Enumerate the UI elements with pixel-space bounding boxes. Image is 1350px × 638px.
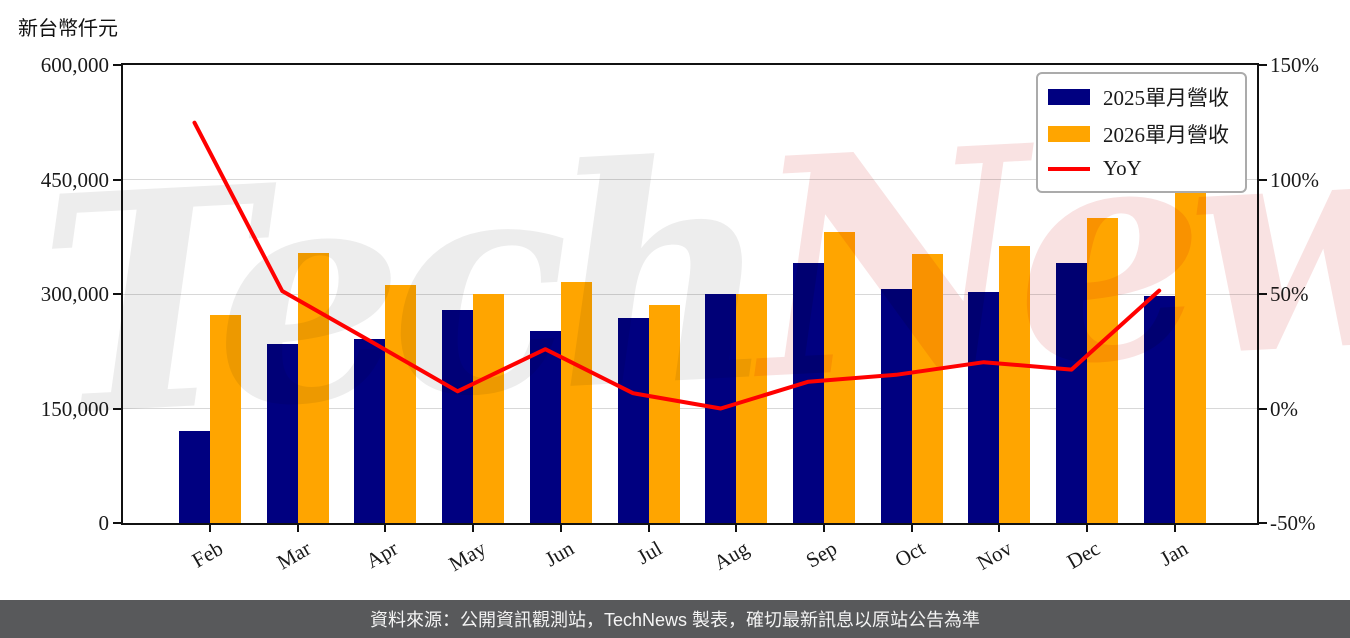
- bar-2026單月營收-feb: [210, 315, 241, 523]
- left-axis-tick: [113, 522, 121, 524]
- bar-2026單月營收-jun: [560, 281, 592, 523]
- left-axis-tick: [113, 64, 121, 66]
- x-tick-label-mar: Mar: [272, 536, 315, 575]
- bar-2026單月營收-jul: [648, 304, 680, 523]
- x-tick-label-jul: Jul: [632, 536, 666, 570]
- right-axis-tick-label: 100%: [1270, 167, 1319, 192]
- left-axis-tick-label: 300,000: [40, 282, 109, 306]
- bar-2025單月營收-jun: [529, 331, 561, 523]
- x-axis-tick: [647, 525, 650, 532]
- bar-2026單月營收-dec: [1087, 218, 1118, 523]
- x-tick-label-nov: Nov: [972, 536, 1017, 575]
- bar-2026單月營收-mar: [297, 252, 329, 523]
- left-axis-tick-label: 150,000: [40, 396, 109, 421]
- bar-2025單月營收-nov: [968, 292, 1000, 523]
- bar-2025單月營收-apr: [354, 339, 386, 523]
- right-axis-tick: [1259, 522, 1267, 524]
- bar-2025單月營收-jan: [1143, 296, 1175, 523]
- x-tick-label-sep: Sep: [801, 536, 841, 573]
- x-tick-label-feb: Feb: [187, 536, 227, 573]
- left-axis-tick: [113, 407, 121, 410]
- legend: 2025單月營收 2026單月營收 YoY: [1036, 72, 1247, 193]
- x-tick-label-dec: Dec: [1062, 536, 1104, 574]
- bar-2026單月營收-aug: [736, 294, 768, 523]
- bar-2025單月營收-sep: [792, 262, 824, 523]
- left-axis-unit-label: 新台幣仟元: [18, 18, 118, 40]
- x-tick-label-jan: Jan: [1155, 536, 1192, 571]
- left-axis-tick-label: 450,000: [40, 167, 109, 192]
- bar-2026單月營收-apr: [385, 284, 417, 523]
- x-axis-tick: [1173, 525, 1176, 532]
- right-axis-tick: [1259, 64, 1267, 66]
- x-axis-tick: [822, 525, 825, 532]
- left-axis-tick-label: 600,000: [40, 53, 109, 77]
- bar-2026單月營收-may: [473, 294, 505, 523]
- bar-2025單月營收-jul: [617, 318, 649, 523]
- bar-2026單月營收-jan: [1174, 179, 1206, 523]
- left-axis-tick: [113, 293, 121, 295]
- legend-item-2026: 2026單月營收: [1038, 118, 1245, 150]
- x-axis-tick: [209, 525, 211, 532]
- legend-swatch-yoy: [1048, 166, 1090, 171]
- x-tick-label-apr: Apr: [362, 536, 403, 574]
- bar-2026單月營收-sep: [823, 232, 855, 523]
- x-tick-label-oct: Oct: [890, 536, 929, 572]
- bar-2026單月營收-oct: [911, 254, 943, 523]
- legend-label-2025: 2025單月營收: [1103, 86, 1229, 110]
- right-axis-tick: [1259, 407, 1267, 410]
- x-axis-tick: [384, 525, 387, 532]
- legend-item-2025: 2025單月營收: [1038, 81, 1245, 113]
- legend-swatch-2026: [1048, 126, 1090, 142]
- right-axis-tick: [1259, 293, 1267, 295]
- x-tick-label-may: May: [444, 536, 491, 577]
- left-axis-tick: [113, 178, 121, 181]
- bar-2025單月營收-may: [442, 310, 474, 523]
- bar-2026單月營收-nov: [999, 245, 1031, 523]
- bar-2025單月營收-feb: [179, 430, 210, 523]
- right-axis-tick-label: 150%: [1270, 53, 1319, 77]
- x-axis-tick: [559, 525, 562, 532]
- legend-item-yoy: YoY: [1038, 155, 1245, 182]
- x-axis-tick: [1086, 525, 1088, 532]
- bar-2025單月營收-mar: [266, 344, 298, 523]
- x-tick-label-jun: Jun: [540, 536, 578, 572]
- legend-label-2026: 2026單月營收: [1103, 123, 1229, 147]
- legend-label-yoy: YoY: [1103, 156, 1142, 180]
- footer-source-text: 資料來源：公開資訊觀測站，TechNews 製表，確切最新訊息以原站公告為準: [369, 610, 981, 630]
- x-axis-tick: [998, 525, 1001, 532]
- x-axis-tick: [296, 525, 299, 532]
- x-tick-label-aug: Aug: [709, 536, 754, 575]
- x-axis-tick: [472, 525, 475, 532]
- right-axis-tick-label: -50%: [1270, 511, 1316, 535]
- left-axis-tick-label: 0: [98, 511, 110, 535]
- bar-2025單月營收-aug: [705, 294, 737, 523]
- x-axis-tick: [735, 525, 738, 532]
- legend-swatch-2025: [1048, 89, 1090, 105]
- bar-2025單月營收-dec: [1056, 262, 1087, 523]
- bar-2025單月營收-oct: [880, 288, 912, 523]
- footer-source-bar: 資料來源：公開資訊觀測站，TechNews 製表，確切最新訊息以原站公告為準: [0, 600, 1350, 638]
- right-axis-tick: [1259, 178, 1267, 181]
- right-axis-tick-label: 0%: [1270, 396, 1298, 421]
- x-axis-tick: [910, 525, 913, 532]
- right-axis-tick-label: 50%: [1270, 282, 1309, 306]
